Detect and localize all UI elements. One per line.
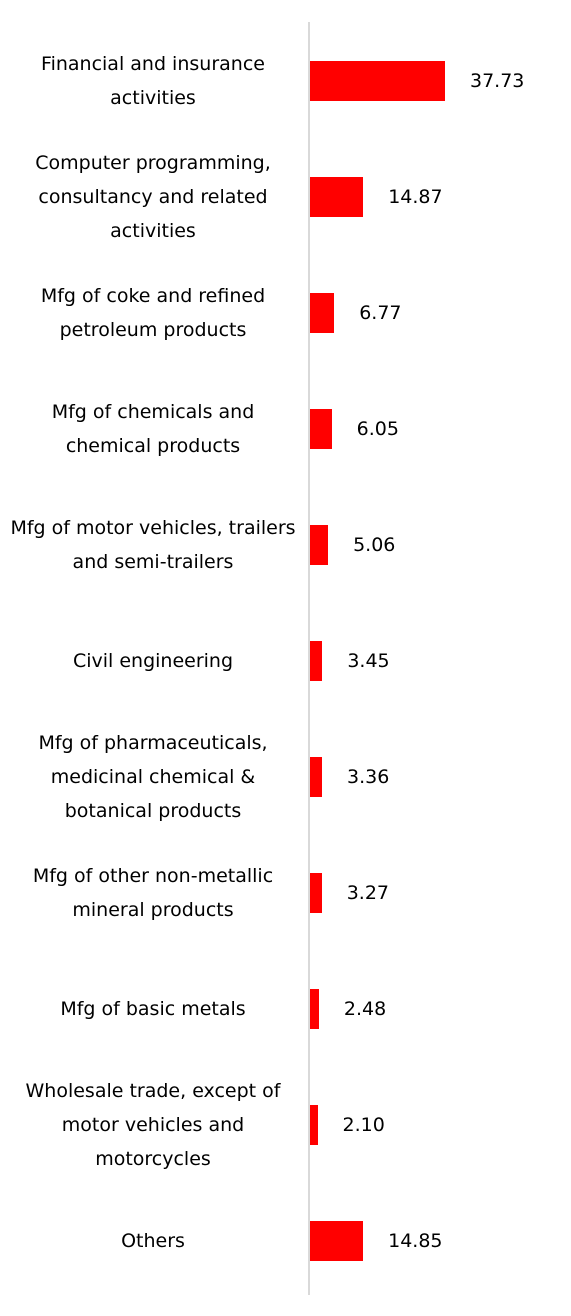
bar	[310, 525, 329, 565]
category-label-box: Mfg of chemicals and chemical products	[8, 371, 298, 487]
category-label: Mfg of other non-metallic mineral produc…	[32, 865, 274, 921]
row: Others 14.85	[0, 1183, 571, 1299]
value-label: 2.48	[343, 998, 387, 1020]
bar	[310, 177, 364, 217]
bar	[310, 757, 323, 797]
bar	[310, 293, 335, 333]
row: Civil engineering 3.45	[0, 603, 571, 719]
row: Computer programming, consultancy and re…	[0, 139, 571, 255]
category-label: Financial and insurance activities	[41, 53, 265, 109]
value-label: 14.85	[388, 1230, 443, 1252]
category-label-box: Mfg of motor vehicles, trailers and semi…	[8, 487, 298, 603]
category-label: Mfg of motor vehicles, trailers and semi…	[10, 517, 296, 573]
category-label-box: Wholesale trade, except of motor vehicle…	[8, 1067, 298, 1183]
category-label: Mfg of coke and refined petroleum produc…	[40, 285, 266, 341]
value-label: 6.05	[356, 418, 399, 440]
row: Wholesale trade, except of motor vehicle…	[0, 1067, 571, 1183]
value-label: 6.77	[359, 302, 402, 324]
value-label: 3.27	[346, 882, 389, 904]
bar	[310, 1221, 364, 1261]
row: Mfg of chemicals and chemical products 6.…	[0, 371, 571, 487]
category-label-box: Financial and insurance activities	[8, 23, 298, 139]
category-label-box: Mfg of basic metals	[8, 951, 298, 1067]
value-label: 3.36	[347, 766, 390, 788]
category-label: Mfg of pharmaceuticals, medicinal chemic…	[38, 732, 268, 822]
row: Mfg of coke and refined petroleum produc…	[0, 255, 571, 371]
category-label-box: Others	[8, 1183, 298, 1299]
row: Financial and insurance activities 37.73	[0, 23, 571, 139]
category-label-box: Mfg of pharmaceuticals, medicinal chemic…	[8, 719, 298, 835]
value-label: 37.73	[470, 70, 525, 92]
category-label: Computer programming, consultancy and re…	[35, 152, 271, 242]
value-label: 5.06	[353, 534, 396, 556]
value-label: 14.87	[388, 186, 443, 208]
bar	[310, 873, 322, 913]
row: Mfg of pharmaceuticals, medicinal chemic…	[0, 719, 571, 835]
bar	[310, 1105, 318, 1145]
row: Mfg of basic metals 2.48	[0, 951, 571, 1067]
row: Mfg of motor vehicles, trailers and semi…	[0, 487, 571, 603]
row: Mfg of other non-metallic mineral produc…	[0, 835, 571, 951]
category-label-box: Computer programming, consultancy and re…	[8, 139, 298, 255]
category-label: Others	[121, 1230, 185, 1252]
category-label: Wholesale trade, except of motor vehicle…	[25, 1080, 281, 1170]
bar	[310, 61, 445, 101]
category-label-box: Civil engineering	[8, 603, 298, 719]
value-label: 3.45	[347, 650, 390, 672]
category-label: Civil engineering	[72, 650, 234, 672]
bar	[310, 409, 332, 449]
value-label: 2.10	[342, 1114, 385, 1136]
bar	[310, 989, 319, 1029]
category-label-box: Mfg of coke and refined petroleum produc…	[8, 255, 298, 371]
category-label: Mfg of basic metals	[60, 998, 246, 1020]
bar	[310, 641, 323, 681]
axis-line	[308, 22, 310, 1295]
category-label-box: Mfg of other non-metallic mineral produc…	[8, 835, 298, 951]
category-label: Mfg of chemicals and chemical products	[51, 401, 255, 457]
